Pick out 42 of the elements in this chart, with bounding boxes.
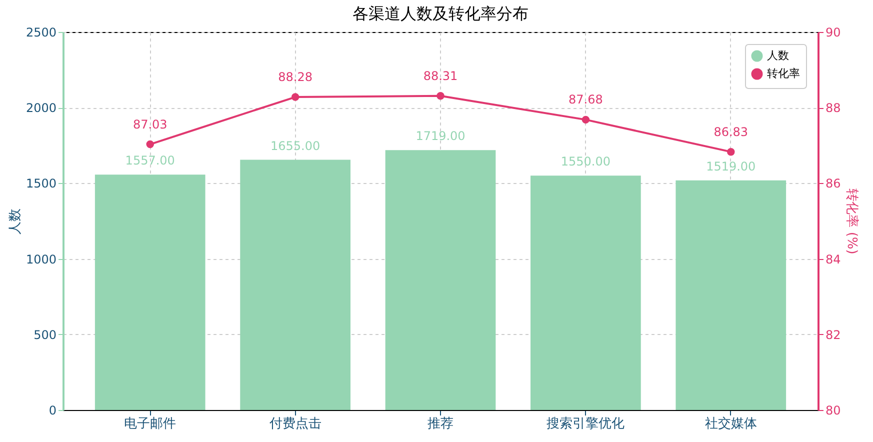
data-label: 1719.00 [416, 129, 466, 144]
y-tick-label: 500 [34, 328, 56, 342]
y2-tick-label: 84 [826, 252, 841, 266]
point [436, 92, 444, 100]
legend-label: 转化率 [767, 67, 800, 80]
point [146, 140, 154, 148]
data-label: 88.31 [423, 68, 458, 83]
legend-label: 人数 [767, 49, 789, 62]
x-tick-label: 搜索引擎优化 [546, 416, 625, 432]
y-tick-label: 1500 [26, 176, 56, 191]
point [727, 148, 735, 156]
data-label: 1655.00 [270, 138, 320, 153]
data-label: 88.28 [278, 70, 312, 84]
chart-title: 各渠道人数及转化率分布 [352, 4, 528, 23]
y2-tick-label: 88 [826, 101, 841, 116]
data-label: 86.83 [714, 124, 748, 139]
y-tick-label: 2500 [26, 26, 56, 40]
x-tick-label: 付费点击 [268, 416, 322, 432]
data-label: 87.03 [132, 117, 168, 132]
y-tick-label: 1000 [26, 252, 56, 266]
y-tick-label: 0 [48, 404, 56, 418]
x-tick-label: 推荐 [428, 416, 454, 432]
y2-axis-title: 转化率 (%) [844, 188, 860, 254]
x-tick-label: 电子邮件 [124, 416, 176, 432]
y-tick-label: 2000 [26, 101, 56, 116]
data-label: 1557.00 [125, 154, 175, 168]
bar [530, 176, 641, 410]
data-label: 1519.00 [706, 159, 756, 174]
bar [240, 160, 350, 410]
y2-tick-label: 80 [826, 404, 841, 418]
y-axis-title: 人数 [8, 208, 23, 234]
x-tick-label: 社交媒体 [704, 416, 757, 432]
data-label: 87.68 [568, 92, 603, 107]
bar [385, 150, 496, 410]
y2-tick-label: 90 [826, 26, 841, 40]
y2-tick-label: 86 [826, 176, 841, 191]
bar [94, 174, 206, 410]
y2-tick-label: 82 [826, 328, 841, 342]
data-label: 1550.00 [560, 154, 611, 169]
point [582, 116, 590, 124]
bar [676, 180, 786, 410]
point [291, 93, 300, 101]
